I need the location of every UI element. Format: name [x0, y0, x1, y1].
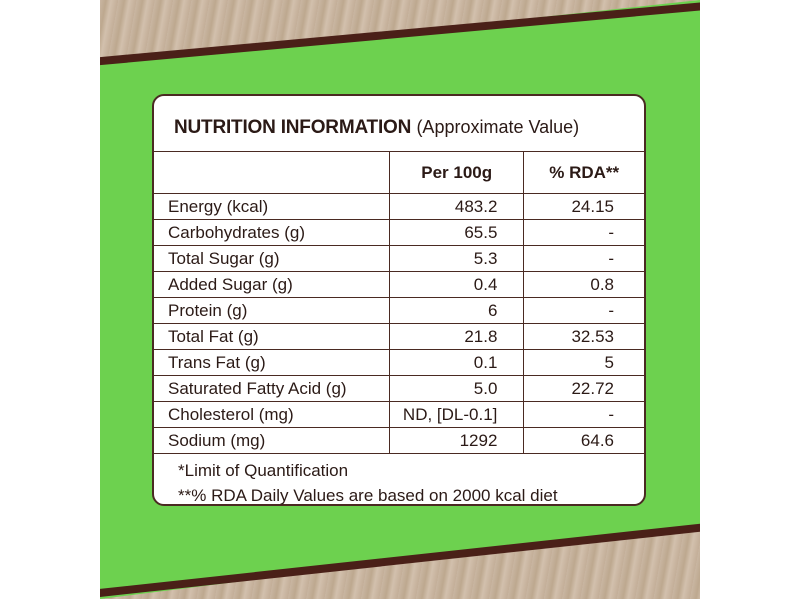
- per-100g-value: 6: [389, 297, 525, 324]
- nutrient-name: Protein (g): [154, 297, 390, 324]
- rda-value: 22.72: [523, 375, 644, 402]
- label-panel: NUTRITION INFORMATION (Approximate Value…: [100, 0, 700, 599]
- rda-value: -: [523, 219, 644, 246]
- per-100g-value: 0.4: [389, 271, 525, 298]
- per-100g-value: 1292: [389, 427, 525, 454]
- per-100g-value: 5.3: [389, 245, 525, 272]
- nutrition-table: Per 100g % RDA** Energy (kcal) 483.2 24.…: [154, 151, 644, 454]
- nutrient-name: Added Sugar (g): [154, 271, 390, 298]
- rda-value: -: [523, 297, 644, 324]
- header-nutrient: [154, 151, 390, 194]
- footnotes: *Limit of Quantification **% RDA Daily V…: [178, 458, 558, 508]
- table-row: Protein (g) 6 -: [154, 297, 644, 324]
- nutrient-name: Carbohydrates (g): [154, 219, 390, 246]
- table-row: Total Fat (g) 21.8 32.53: [154, 323, 644, 350]
- table-row: Carbohydrates (g) 65.5 -: [154, 219, 644, 246]
- table-row: Cholesterol (mg) ND, [DL-0.1] -: [154, 401, 644, 428]
- nutrition-card: NUTRITION INFORMATION (Approximate Value…: [152, 94, 646, 506]
- footnote-rda: **% RDA Daily Values are based on 2000 k…: [178, 486, 558, 505]
- nutrient-name: Trans Fat (g): [154, 349, 390, 376]
- nutrient-name: Total Sugar (g): [154, 245, 390, 272]
- title-bold: NUTRITION INFORMATION: [174, 117, 412, 138]
- rda-value: 24.15: [523, 193, 644, 220]
- table-row: Added Sugar (g) 0.4 0.8: [154, 271, 644, 298]
- nutrient-name: Total Fat (g): [154, 323, 390, 350]
- rda-value: 0.8: [523, 271, 644, 298]
- per-100g-value: 21.8: [389, 323, 525, 350]
- table-row: Total Sugar (g) 5.3 -: [154, 245, 644, 272]
- per-100g-value: 65.5: [389, 219, 525, 246]
- rda-value: 64.6: [523, 427, 644, 454]
- nutrient-name: Energy (kcal): [154, 193, 390, 220]
- header-rda: % RDA**: [523, 151, 644, 194]
- rda-value: 5: [523, 349, 644, 376]
- nutrient-name: Cholesterol (mg): [154, 401, 390, 428]
- per-100g-value: 5.0: [389, 375, 525, 402]
- per-100g-value: 0.1: [389, 349, 525, 376]
- table-row: Energy (kcal) 483.2 24.15: [154, 193, 644, 220]
- nutrient-name: Saturated Fatty Acid (g): [154, 375, 390, 402]
- header-per-100g: Per 100g: [389, 151, 525, 194]
- rda-value: 32.53: [523, 323, 644, 350]
- per-100g-value: ND, [DL-0.1]: [389, 401, 525, 428]
- nutrition-title: NUTRITION INFORMATION (Approximate Value…: [174, 117, 579, 139]
- footnote-loq: *Limit of Quantification: [178, 461, 349, 480]
- table-row: Sodium (mg) 1292 64.6: [154, 427, 644, 454]
- table-row: Saturated Fatty Acid (g) 5.0 22.72: [154, 375, 644, 402]
- title-subtitle: (Approximate Value): [416, 117, 580, 137]
- table-header-row: Per 100g % RDA**: [154, 151, 644, 194]
- table-row: Trans Fat (g) 0.1 5: [154, 349, 644, 376]
- per-100g-value: 483.2: [389, 193, 525, 220]
- rda-value: -: [523, 245, 644, 272]
- nutrient-name: Sodium (mg): [154, 427, 390, 454]
- rda-value: -: [523, 401, 644, 428]
